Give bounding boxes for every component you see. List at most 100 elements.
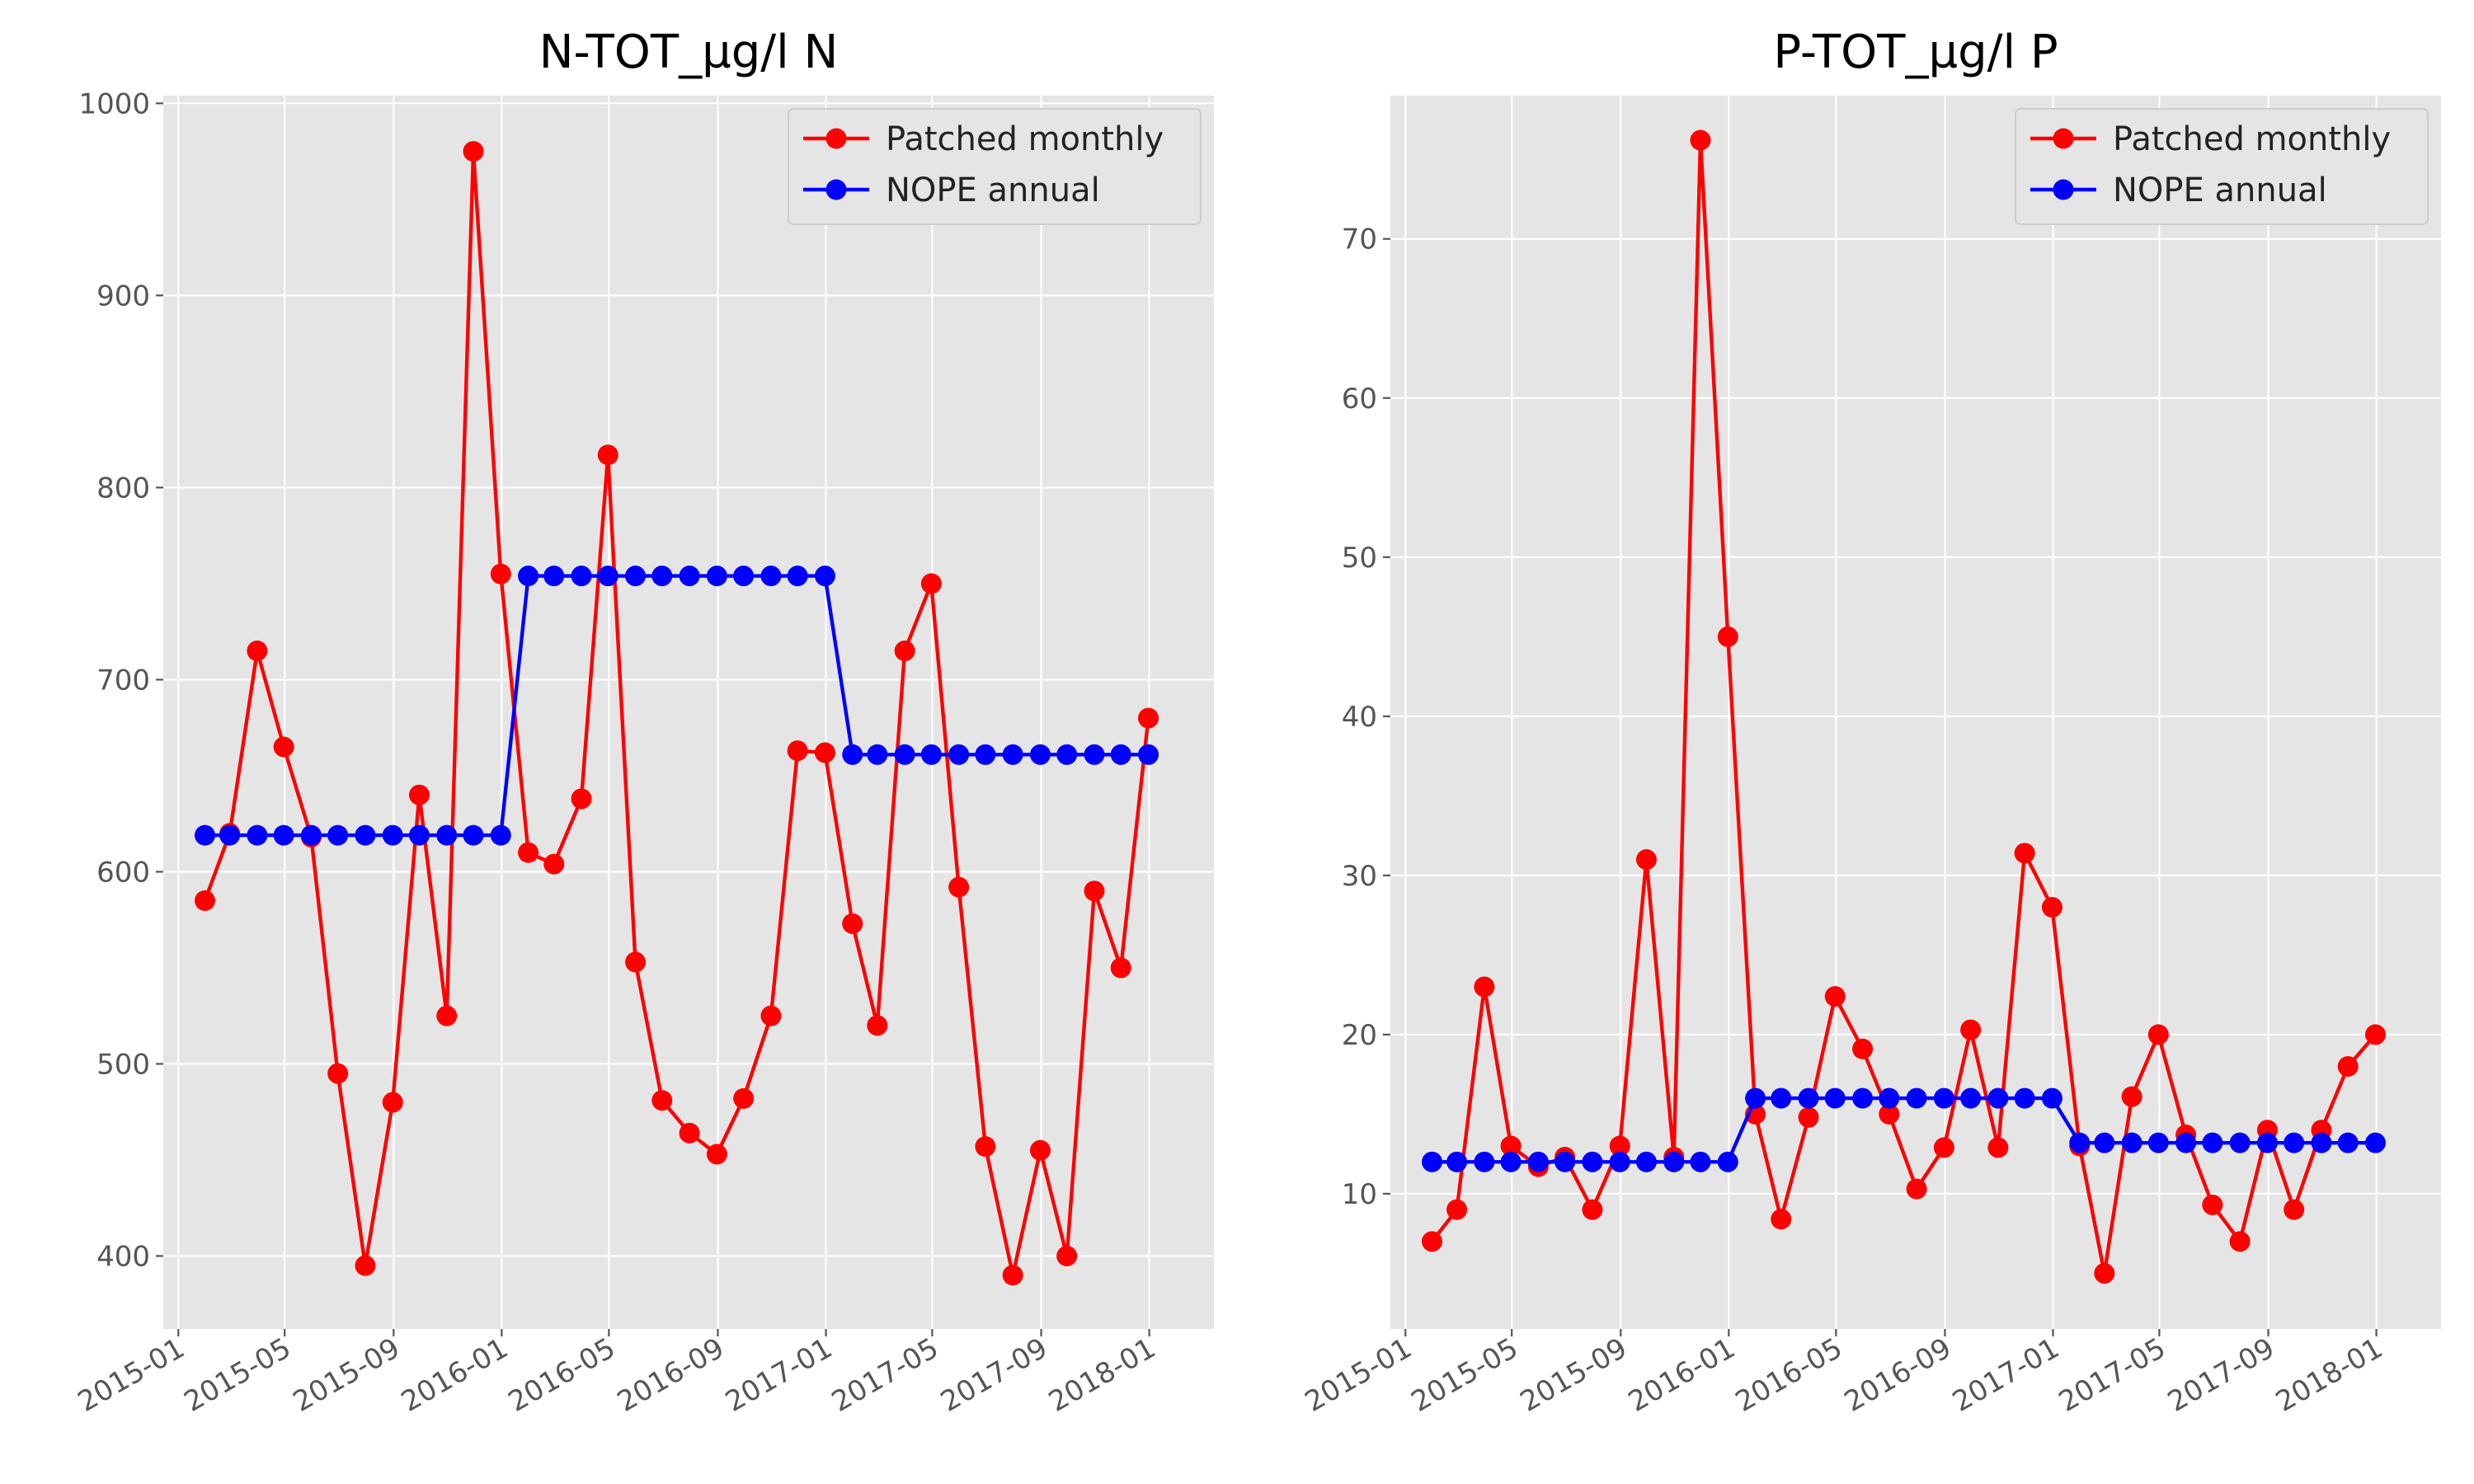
- y-tick-label: 700: [96, 664, 150, 697]
- data-point: [975, 744, 996, 765]
- data-point: [1635, 1151, 1657, 1172]
- data-point: [787, 566, 808, 587]
- chart-n-tot: 400 500 600 700 800 900 1000 2015-012015-052015…: [73, 26, 1214, 1419]
- data-point: [2229, 1132, 2251, 1153]
- data-point: [2202, 1132, 2223, 1153]
- data-point: [920, 744, 942, 765]
- data-point: [2229, 1231, 2251, 1252]
- data-point: [1987, 1087, 2009, 1109]
- y-tick-label: 30: [1342, 860, 1377, 893]
- x-tick-label: 2018-01: [2270, 1331, 2388, 1419]
- data-point: [1002, 1265, 1023, 1286]
- data-point: [194, 890, 215, 911]
- data-point: [760, 1005, 782, 1026]
- data-point: [1879, 1087, 1900, 1109]
- data-point: [1987, 1137, 2009, 1158]
- data-point: [787, 740, 808, 762]
- data-point: [1798, 1106, 1819, 1128]
- data-point: [2121, 1132, 2142, 1153]
- legend: Patched monthly NOPE annual: [788, 108, 1202, 225]
- data-point: [2069, 1132, 2091, 1153]
- data-point: [2175, 1132, 2197, 1153]
- data-point: [543, 566, 565, 587]
- data-point: [867, 744, 888, 765]
- data-point: [194, 824, 215, 846]
- x-tick-label: 2017-09: [935, 1331, 1053, 1419]
- chart-title: P-TOT_µg/l P: [1773, 26, 2058, 79]
- data-point: [2284, 1132, 2305, 1153]
- data-point: [625, 951, 647, 973]
- y-tick-label: 600: [96, 856, 150, 889]
- x-tick-label: 2015-09: [1515, 1331, 1633, 1419]
- y-tick-label: 50: [1342, 542, 1377, 575]
- data-point: [408, 784, 430, 805]
- data-point: [300, 824, 322, 846]
- data-point: [2014, 843, 2035, 864]
- x-tick-label: 2016-09: [1839, 1331, 1957, 1419]
- data-point: [1084, 744, 1105, 765]
- data-point: [571, 788, 592, 810]
- y-tick-label: 900: [96, 279, 150, 312]
- chart-p-tot: 102030405060702015-012015-052015-092016-…: [1300, 26, 2441, 1419]
- data-point: [1582, 1151, 1603, 1172]
- data-point: [1138, 707, 1159, 729]
- data-point: [760, 566, 782, 587]
- data-point: [2147, 1132, 2169, 1153]
- data-point: [706, 566, 727, 587]
- legend-marker: [825, 179, 847, 200]
- data-point: [2202, 1194, 2223, 1215]
- data-point: [1500, 1151, 1522, 1172]
- plot-area: [163, 96, 1214, 1329]
- data-point: [382, 824, 403, 846]
- data-point: [842, 744, 863, 765]
- data-point: [2284, 1199, 2305, 1220]
- data-point: [1690, 129, 1711, 151]
- data-point: [1906, 1087, 1927, 1109]
- legend: Patched monthly NOPE annual: [2015, 108, 2429, 225]
- y-tick-label: 800: [96, 472, 150, 505]
- data-point: [463, 824, 484, 846]
- data-point: [894, 744, 915, 765]
- data-point: [679, 1122, 700, 1144]
- x-tick-label: 2017-09: [2162, 1331, 2280, 1419]
- data-point: [436, 1005, 458, 1026]
- data-point: [543, 853, 565, 875]
- x-tick-label: 2016-09: [612, 1331, 730, 1419]
- data-point: [2094, 1132, 2115, 1153]
- data-point: [1446, 1199, 1468, 1220]
- data-point: [948, 744, 970, 765]
- data-point: [490, 563, 511, 585]
- data-point: [2121, 1086, 2142, 1107]
- y-tick-label: 40: [1342, 701, 1377, 734]
- x-tick-label: 2015-09: [288, 1331, 406, 1419]
- data-point: [1421, 1231, 1442, 1252]
- x-tick-label: 2015-01: [73, 1331, 190, 1419]
- series-nope-annual: [1421, 1087, 2387, 1172]
- data-point: [1717, 626, 1738, 647]
- legend-marker: [825, 128, 847, 149]
- data-point: [2337, 1055, 2359, 1077]
- data-point: [1824, 1087, 1846, 1109]
- data-point: [2365, 1024, 2387, 1045]
- chart-title: N-TOT_µg/l N: [539, 26, 839, 79]
- data-point: [1798, 1087, 1819, 1109]
- y-tick-label: 10: [1342, 1178, 1377, 1211]
- data-point: [2147, 1024, 2169, 1045]
- data-point: [1663, 1151, 1685, 1172]
- data-point: [625, 566, 647, 587]
- data-point: [1110, 744, 1131, 765]
- data-point: [1029, 1139, 1051, 1161]
- data-point: [706, 1144, 727, 1165]
- legend-label: Patched monthly: [2113, 120, 2391, 158]
- data-point: [327, 824, 349, 846]
- data-point: [1852, 1038, 1874, 1059]
- x-tick-label: 2016-01: [1623, 1331, 1741, 1419]
- legend-label: NOPE annual: [2113, 171, 2327, 209]
- data-point: [1500, 1135, 1522, 1157]
- y-tick-label: 20: [1342, 1019, 1377, 1052]
- data-point: [733, 566, 755, 587]
- data-point: [975, 1136, 996, 1158]
- x-tick-label: 2017-05: [2053, 1331, 2171, 1419]
- data-point: [597, 444, 618, 466]
- legend-box: [788, 108, 1202, 225]
